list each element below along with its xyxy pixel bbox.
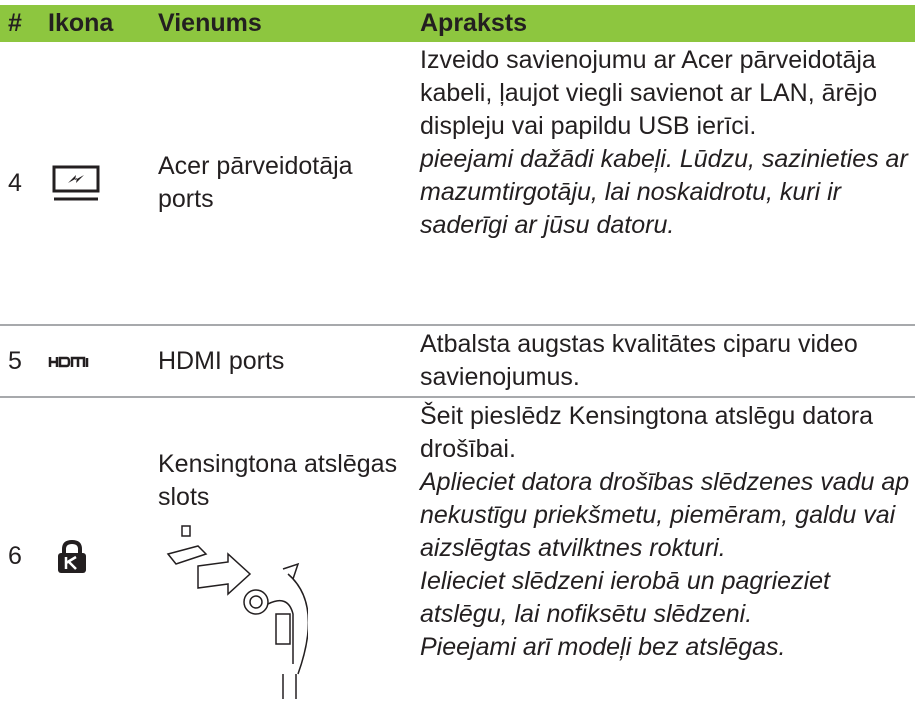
converter-icon (52, 165, 100, 201)
kensington-icon (58, 539, 86, 573)
item-cell: Kensingtona atslēgas slots (150, 397, 412, 715)
number: 5 (0, 325, 40, 398)
header-cell: Vienums (150, 5, 412, 42)
item: Acer pārveidotāja ports (150, 42, 412, 326)
row: 5 HDMI ports Atbalsta augstas kvalitātes… (0, 325, 915, 398)
note: Ielieciet slēdzeni ierobā un pagrieziet … (420, 567, 830, 628)
description-cell: Atbalsta augstas kvalitātes ciparu video… (412, 325, 915, 398)
header-cell: # (0, 5, 40, 42)
hdmi-icon (48, 356, 89, 368)
header-cell: Apraksts (412, 5, 915, 42)
description-cell: Izveido savienojumu ar Acer pārveidotāja… (412, 42, 915, 326)
row: 4 Acer pārveidotāja ports Izveido savien… (0, 42, 915, 326)
icon-cell (40, 397, 150, 715)
row: 6 Kensingtona atslēgas slots (0, 397, 915, 715)
lock-illustration (166, 525, 308, 699)
icon-cell (40, 42, 150, 326)
item: Kensingtona atslēgas slots (158, 450, 398, 511)
number: 4 (0, 42, 40, 326)
icon-cell (40, 325, 150, 398)
ports-table: # Ikona Vienums Apraksts 4 Acer pārveido… (0, 5, 915, 715)
description: Izveido savienojumu ar Acer pārveidotāja… (420, 46, 878, 140)
note: pieejami dažādi kabeļi. Lūdzu, sazinieti… (420, 145, 908, 239)
description: Šeit pieslēdz Kensingtona atslēgu datora… (420, 402, 874, 463)
note: Aplieciet datora drošības slēdzenes vadu… (420, 468, 910, 562)
header-row: # Ikona Vienums Apraksts (0, 5, 915, 42)
note: Pieejami arī modeļi bez atslēgas. (420, 633, 786, 661)
number: 6 (8, 542, 22, 570)
description: Atbalsta augstas kvalitātes ciparu video… (420, 330, 858, 391)
description-cell: Šeit pieslēdz Kensingtona atslēgu datora… (412, 397, 915, 715)
item: HDMI ports (150, 325, 412, 398)
header-cell: Ikona (40, 5, 150, 42)
